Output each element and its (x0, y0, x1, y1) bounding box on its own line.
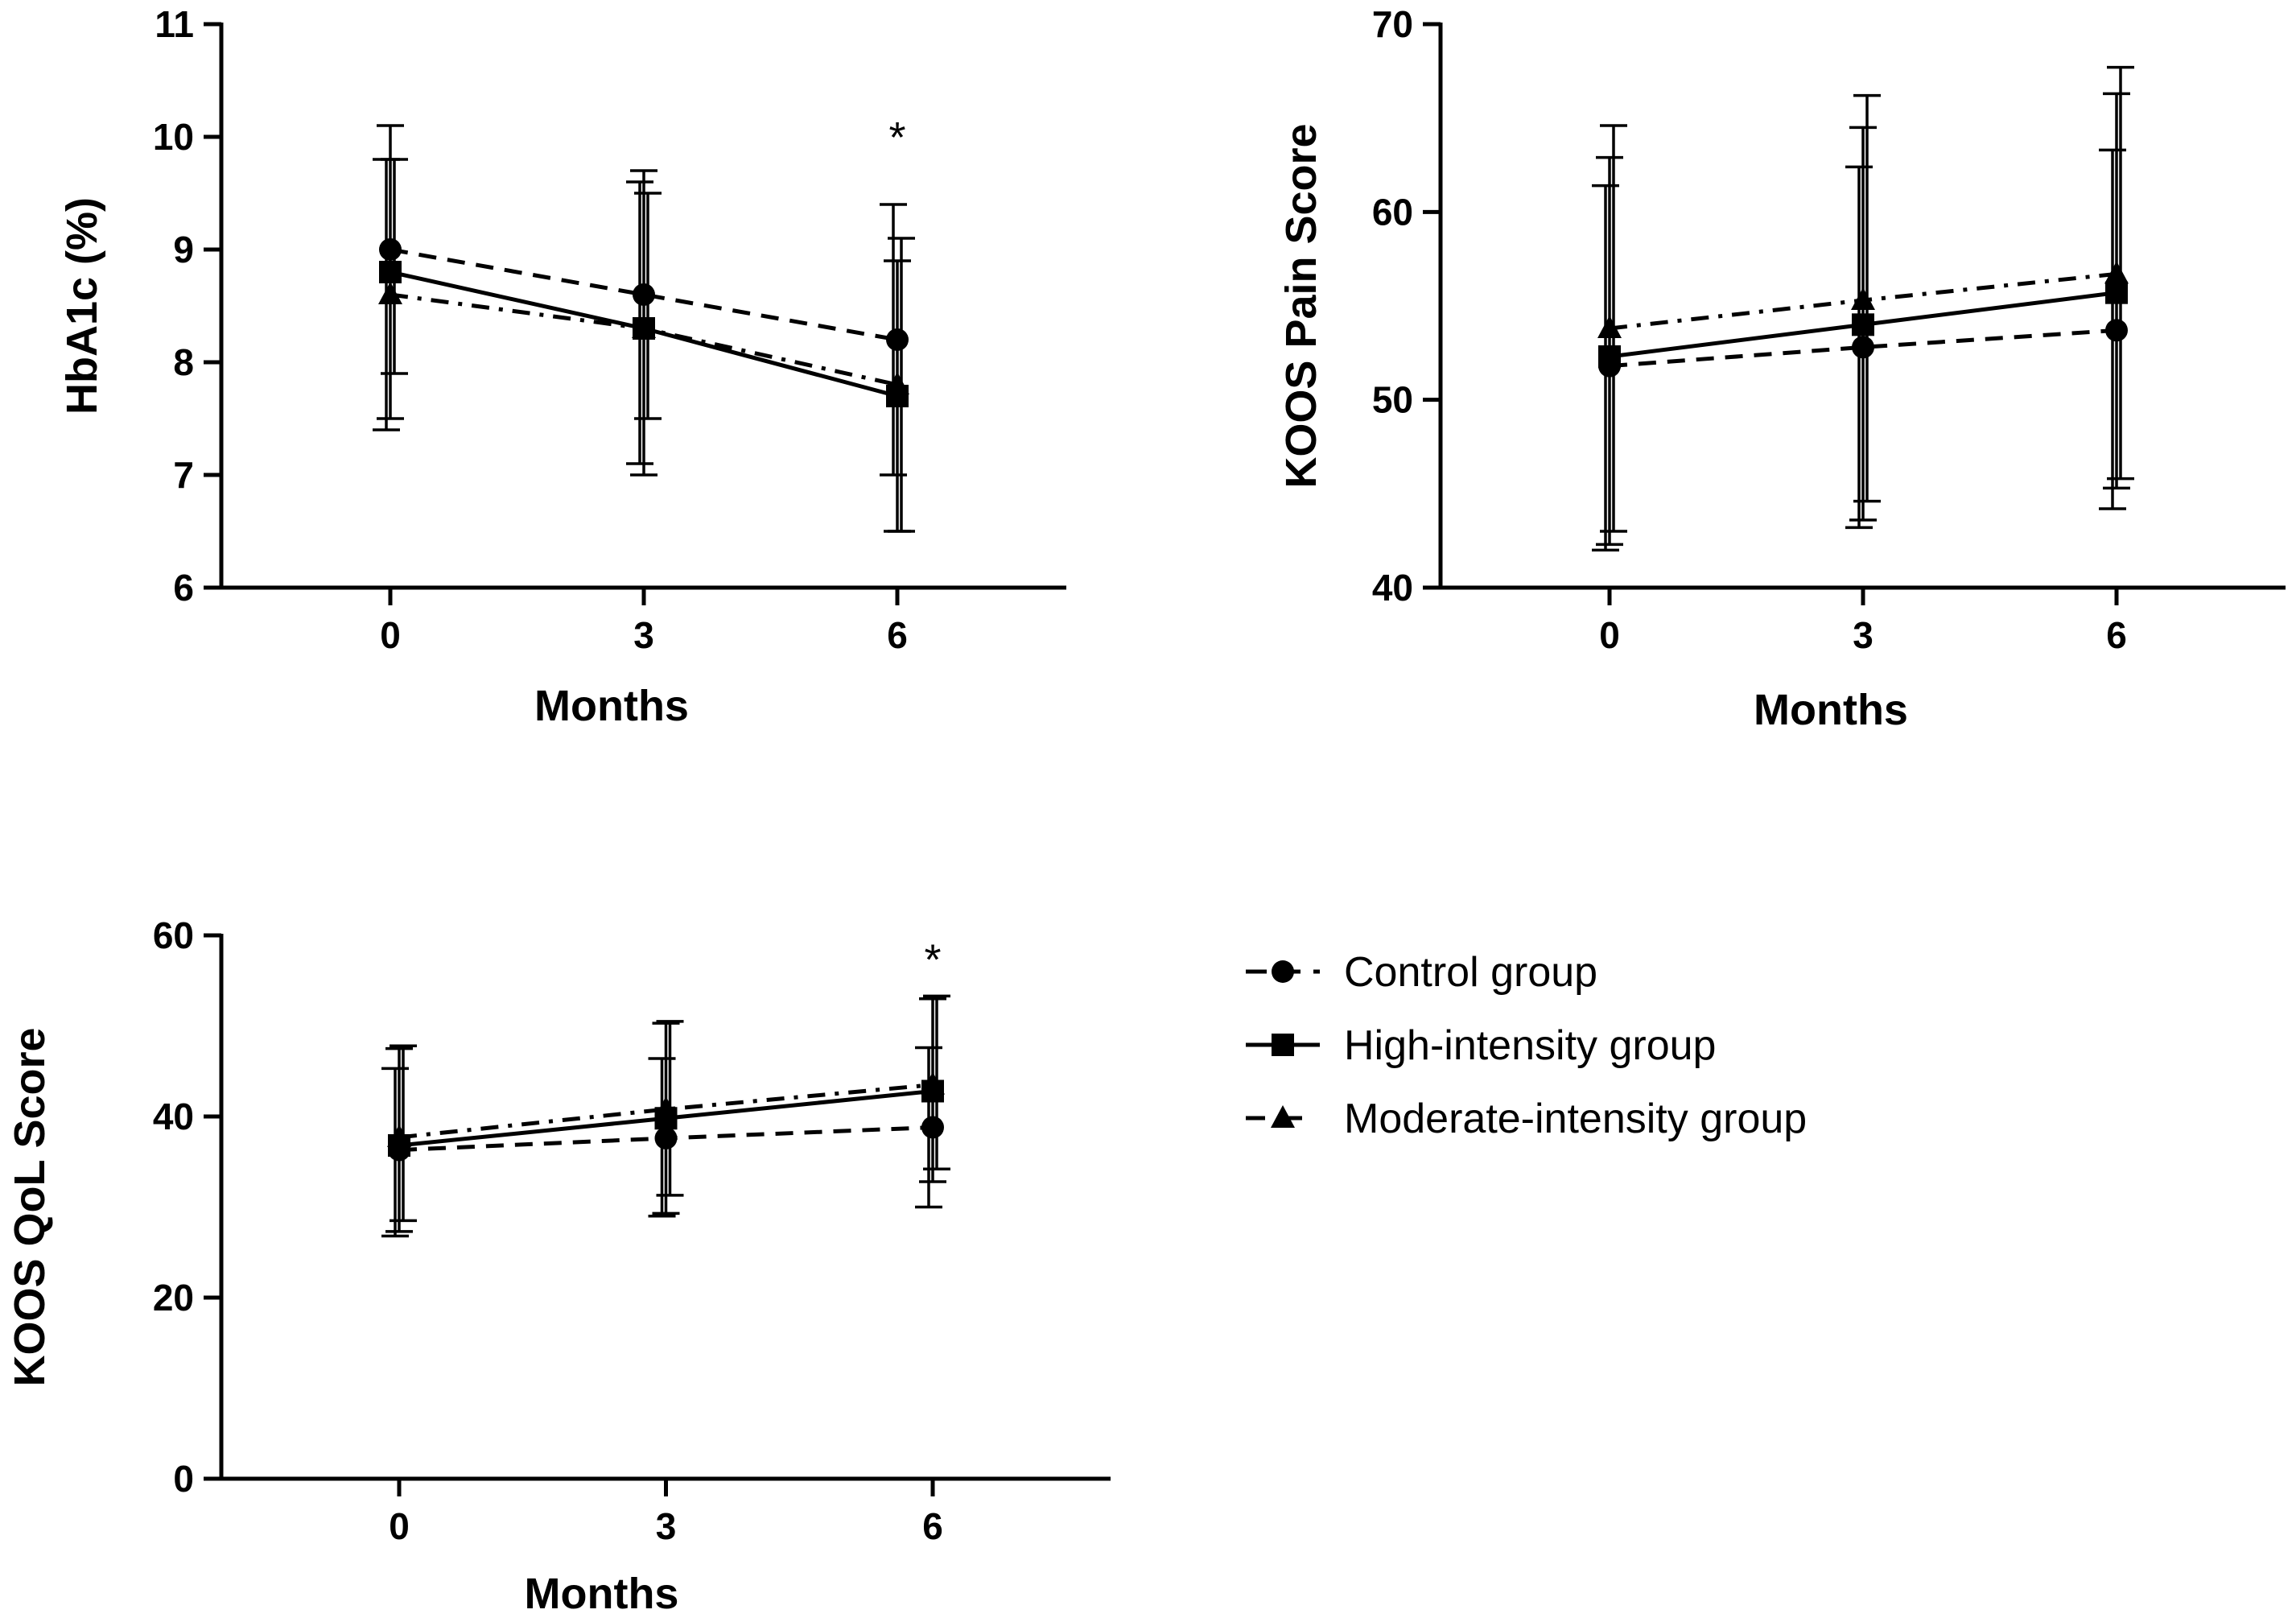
data-point-circle (379, 238, 402, 261)
data-point-square (379, 261, 402, 283)
y-tick-label: 6 (173, 567, 194, 609)
panel-koos-qol-chart: 0 20 40 60 0 3 6 Months KOOS QoL Score * (6, 914, 1111, 1618)
x-axis-label: Months (534, 682, 689, 730)
legend-marker-triangle (1271, 1105, 1295, 1128)
x-tick-label: 0 (1599, 614, 1620, 656)
x-tick-label: 3 (656, 1505, 677, 1547)
data-point-circle (654, 1127, 678, 1149)
y-axis-label: KOOS Pain Score (1277, 123, 1325, 488)
data-point-triangle (632, 316, 656, 338)
data-point-circle (633, 283, 655, 306)
legend-item-moderate-intensity-group: Moderate-intensity group (1246, 1096, 1807, 1142)
legend-label: Moderate-intensity group (1344, 1096, 1807, 1142)
data-point-circle (921, 1116, 944, 1139)
series-line (398, 1083, 934, 1140)
data-point-circle (1852, 336, 1874, 359)
significance-annotation: * (924, 936, 941, 984)
series-high-intensity-group (1598, 281, 2128, 368)
data-point-square (2105, 281, 2128, 304)
x-tick-label: 3 (1853, 614, 1873, 656)
y-tick-label: 40 (1372, 567, 1413, 609)
x-axis-label: Months (525, 1570, 679, 1618)
y-tick-label: 0 (173, 1458, 194, 1500)
y-tick-label: 10 (153, 116, 194, 158)
x-tick-label: 3 (633, 614, 654, 656)
x-tick-label: 0 (389, 1505, 410, 1547)
series-moderate-intensity-group (378, 282, 909, 394)
legend: Control group High-intensity group Moderat… (1246, 949, 1807, 1142)
y-tick-label: 50 (1372, 379, 1413, 421)
y-tick-label: 70 (1372, 3, 1413, 45)
x-tick-label: 0 (380, 614, 401, 656)
legend-label: High-intensity group (1344, 1022, 1716, 1069)
y-tick-label: 11 (155, 3, 194, 45)
x-tick-label: 6 (887, 614, 908, 656)
x-tick-label: 6 (2106, 614, 2127, 656)
legend-item-high-intensity-group: High-intensity group (1246, 1022, 1716, 1069)
legend-item-control-group: Control group (1246, 949, 1597, 996)
significance-annotation: * (888, 113, 905, 162)
legend-label: Control group (1344, 949, 1597, 996)
data-point-triangle (378, 282, 402, 304)
panel-hba1c-chart: 6 7 8 9 10 11 0 3 6 Months HbA1c (%) * (58, 3, 1066, 730)
series-moderate-intensity-group (387, 1071, 945, 1147)
y-tick-label: 60 (1372, 191, 1413, 233)
y-axis-label: KOOS QoL Score (6, 1027, 54, 1386)
legend-marker-circle (1272, 960, 1294, 983)
data-point-triangle (1851, 287, 1875, 310)
data-point-triangle (2104, 261, 2129, 284)
x-axis-label: Months (1754, 686, 1908, 734)
legend-marker-square (1272, 1034, 1294, 1056)
data-point-circle (2105, 319, 2128, 342)
data-point-triangle (885, 372, 909, 394)
x-tick-label: 6 (922, 1505, 943, 1547)
panel-koos-pain-chart: 40 50 60 70 0 3 6 Months KOOS Pain Score (1277, 3, 2286, 734)
data-point-triangle (387, 1124, 411, 1147)
data-point-square (1852, 313, 1874, 336)
y-tick-label: 60 (153, 914, 194, 956)
data-point-circle (886, 328, 909, 351)
y-tick-label: 20 (153, 1277, 194, 1319)
y-tick-label: 8 (173, 341, 194, 383)
data-point-square (1598, 345, 1621, 368)
y-axis-label: HbA1c (%) (58, 197, 106, 415)
series-control-group (379, 238, 909, 351)
data-point-triangle (653, 1096, 678, 1119)
data-point-triangle (1597, 316, 1622, 338)
y-tick-label: 9 (173, 229, 194, 270)
y-tick-label: 7 (173, 454, 194, 496)
y-tick-label: 40 (153, 1096, 194, 1137)
series-moderate-intensity-group (1597, 261, 2129, 338)
data-point-triangle (921, 1071, 945, 1095)
